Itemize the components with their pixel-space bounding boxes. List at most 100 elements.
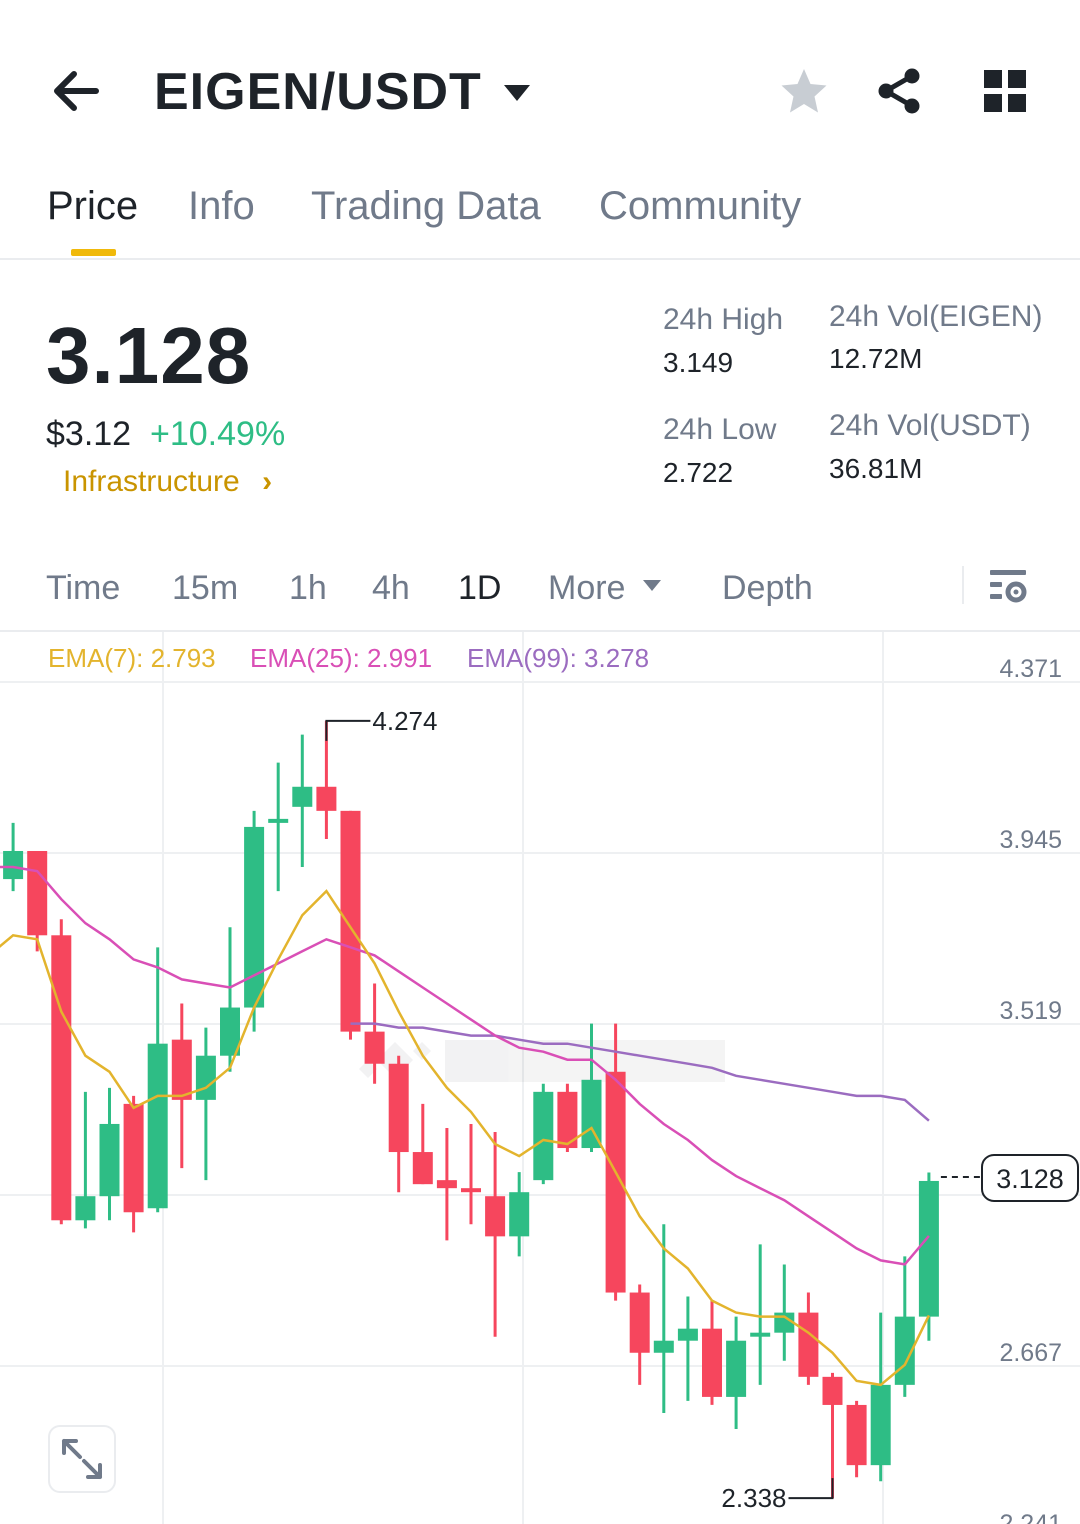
candle xyxy=(894,1256,915,1397)
interval-15m[interactable]: 15m xyxy=(172,569,239,607)
candle xyxy=(51,919,72,1225)
high-marker-label: 4.274 xyxy=(372,706,437,736)
candle-body xyxy=(292,786,313,807)
candle-body xyxy=(123,1103,144,1213)
vol-base-value: 12.72M xyxy=(829,343,923,374)
candle-body xyxy=(220,1007,240,1056)
low-marker-label: 2.338 xyxy=(721,1483,786,1513)
candle xyxy=(774,1264,795,1361)
candle-body xyxy=(798,1312,819,1377)
candle-body xyxy=(171,1039,192,1100)
y-axis-label: 2.667 xyxy=(999,1339,1062,1367)
y-axis-label: 2.241 xyxy=(999,1510,1062,1524)
arrow-left-icon[interactable] xyxy=(48,66,104,116)
interval-4h[interactable]: 4h xyxy=(372,569,410,607)
low-marker-line xyxy=(788,1478,834,1500)
high-marker-line xyxy=(325,719,371,741)
candle xyxy=(171,1003,192,1169)
candle-body xyxy=(364,1031,385,1064)
interval-more[interactable]: More xyxy=(548,569,626,607)
candle-body xyxy=(461,1188,481,1193)
candle xyxy=(123,1095,144,1233)
candle xyxy=(605,1023,626,1301)
interval-time[interactable]: Time xyxy=(46,569,121,607)
candle-body xyxy=(412,1152,433,1185)
depth-tab[interactable]: Depth xyxy=(722,569,813,607)
candle-body xyxy=(509,1192,530,1237)
candle-body xyxy=(340,810,361,1032)
candle-body xyxy=(918,1180,939,1317)
pair-title[interactable]: EIGEN/USDT xyxy=(154,63,482,121)
candle xyxy=(268,762,289,892)
candle-body xyxy=(581,1079,602,1149)
toolbar-divider xyxy=(0,630,1080,632)
candle-body xyxy=(268,818,289,823)
candle xyxy=(412,1103,433,1185)
candle xyxy=(533,1083,554,1185)
category-link[interactable]: Infrastructure › xyxy=(63,464,272,500)
candle-body xyxy=(750,1332,771,1337)
y-axis-label: 3.519 xyxy=(999,997,1062,1025)
expand-icon xyxy=(62,1439,102,1479)
grid-icon[interactable] xyxy=(984,70,1026,112)
caret-down-icon[interactable] xyxy=(502,82,532,104)
candle-body xyxy=(653,1340,674,1353)
candle xyxy=(750,1244,771,1385)
share-icon[interactable] xyxy=(874,66,924,116)
tabs-divider xyxy=(0,258,1080,260)
candle xyxy=(220,927,240,1072)
candle xyxy=(147,947,168,1213)
candle xyxy=(244,810,265,1032)
candle-body xyxy=(3,850,24,880)
candle-body xyxy=(533,1091,554,1181)
candle-body xyxy=(316,786,337,811)
vol-quote-label: 24h Vol(USDT) xyxy=(829,409,1031,442)
candle xyxy=(726,1316,747,1430)
candle xyxy=(292,734,313,868)
candle xyxy=(870,1312,891,1482)
ema99-line xyxy=(350,1022,930,1122)
price-change-percent: +10.49% xyxy=(150,415,286,453)
interval-1d[interactable]: 1D xyxy=(458,569,502,607)
star-icon[interactable] xyxy=(778,66,830,116)
low-label: 24h Low xyxy=(663,413,777,446)
candle xyxy=(702,1300,722,1405)
candle-body xyxy=(485,1196,506,1237)
candle-body xyxy=(702,1328,722,1397)
candle xyxy=(653,1224,674,1413)
candle-body xyxy=(147,1043,168,1209)
caret-down-icon[interactable] xyxy=(642,578,662,592)
interval-1h[interactable]: 1h xyxy=(289,569,327,607)
tab-trading-data[interactable]: Trading Data xyxy=(311,184,541,228)
candle xyxy=(99,1087,120,1221)
current-price-label: 3.128 xyxy=(996,1164,1064,1194)
tab-info[interactable]: Info xyxy=(188,184,255,228)
chart-settings-icon[interactable] xyxy=(988,566,1028,606)
fullscreen-button[interactable] xyxy=(48,1425,116,1493)
high-label: 24h High xyxy=(663,303,784,336)
candle xyxy=(3,822,24,892)
ema7-legend: EMA(7): 2.793 xyxy=(48,643,216,673)
candle-body xyxy=(629,1292,650,1353)
ema7-line xyxy=(0,889,931,1387)
candle xyxy=(75,1091,96,1229)
candle-body xyxy=(388,1063,409,1153)
candle xyxy=(27,850,48,952)
category-label: Infrastructure xyxy=(63,465,240,498)
high-value: 3.149 xyxy=(663,347,734,378)
candle xyxy=(485,1131,506,1337)
candle-body xyxy=(99,1123,120,1197)
candle-body xyxy=(75,1196,96,1221)
candle-body xyxy=(846,1404,867,1466)
candle-body xyxy=(605,1071,626,1293)
current-price-tag xyxy=(981,1153,1079,1202)
candle xyxy=(846,1400,867,1478)
candle xyxy=(436,1127,457,1241)
candle-body xyxy=(244,826,265,1008)
candlestick-chart[interactable]: 4.274 2.338 3.128 4.371 3.945 3.519 2.667 2.24… xyxy=(0,632,1080,1524)
tab-community[interactable]: Community xyxy=(599,184,802,228)
candle-body xyxy=(27,850,48,936)
y-axis-label: 3.945 xyxy=(999,826,1062,854)
candle-body xyxy=(51,935,72,1221)
tab-price[interactable]: Price xyxy=(47,184,139,228)
